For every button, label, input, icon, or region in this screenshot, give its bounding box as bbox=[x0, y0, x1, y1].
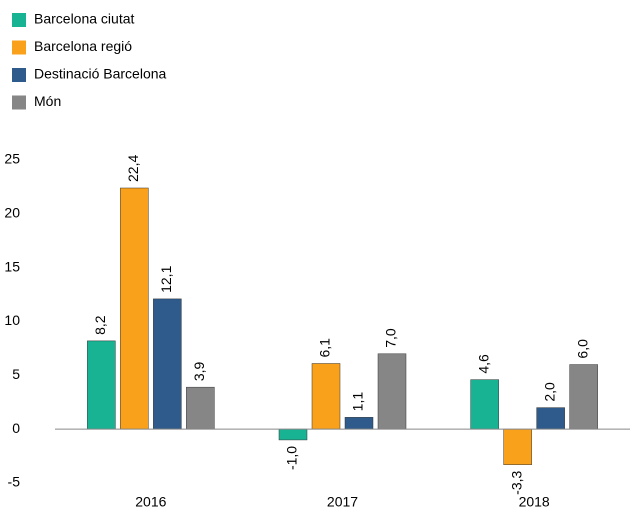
y-tick-label: -5 bbox=[8, 474, 21, 490]
value-label: 12,1 bbox=[158, 265, 174, 292]
value-label: 7,0 bbox=[383, 328, 399, 348]
bar bbox=[470, 379, 499, 430]
y-tick-label: 5 bbox=[12, 366, 20, 382]
legend-swatch bbox=[12, 68, 26, 82]
bar bbox=[278, 428, 308, 441]
bar bbox=[536, 407, 565, 430]
legend-swatch bbox=[12, 40, 26, 55]
value-label: 6,1 bbox=[317, 338, 333, 358]
value-label: -3,3 bbox=[508, 470, 524, 494]
value-label: 8,2 bbox=[92, 315, 108, 335]
value-label: 4,6 bbox=[475, 354, 491, 374]
y-tick-label: 25 bbox=[4, 151, 20, 167]
legend-label: Barcelona regió bbox=[34, 38, 132, 54]
value-label: 2,0 bbox=[541, 382, 557, 402]
legend-label: Destinació Barcelona bbox=[34, 66, 167, 82]
bar bbox=[87, 340, 116, 430]
bar bbox=[153, 298, 182, 430]
legend-swatch bbox=[12, 95, 26, 110]
x-tick-label: 2017 bbox=[327, 494, 358, 510]
bar bbox=[186, 386, 215, 430]
bar bbox=[503, 428, 532, 465]
legend-label: Món bbox=[34, 93, 61, 109]
value-label: 22,4 bbox=[125, 155, 141, 182]
y-tick-label: 15 bbox=[4, 258, 20, 274]
value-label: -1,0 bbox=[284, 446, 300, 470]
value-label: 6,0 bbox=[574, 339, 590, 359]
value-label: 1,1 bbox=[350, 392, 366, 412]
bar bbox=[311, 363, 341, 430]
bar bbox=[377, 353, 407, 430]
x-tick-label: 2016 bbox=[135, 494, 166, 510]
bar bbox=[569, 364, 598, 430]
x-tick-label: 2018 bbox=[519, 494, 550, 510]
y-tick-label: 10 bbox=[4, 312, 20, 328]
y-tick-label: 20 bbox=[4, 205, 20, 221]
y-tick-label: 0 bbox=[12, 420, 20, 436]
legend-swatch bbox=[12, 13, 26, 27]
value-label: 3,9 bbox=[191, 362, 207, 382]
bar bbox=[344, 417, 374, 430]
bar bbox=[120, 187, 149, 430]
legend-label: Barcelona ciutat bbox=[34, 11, 135, 27]
